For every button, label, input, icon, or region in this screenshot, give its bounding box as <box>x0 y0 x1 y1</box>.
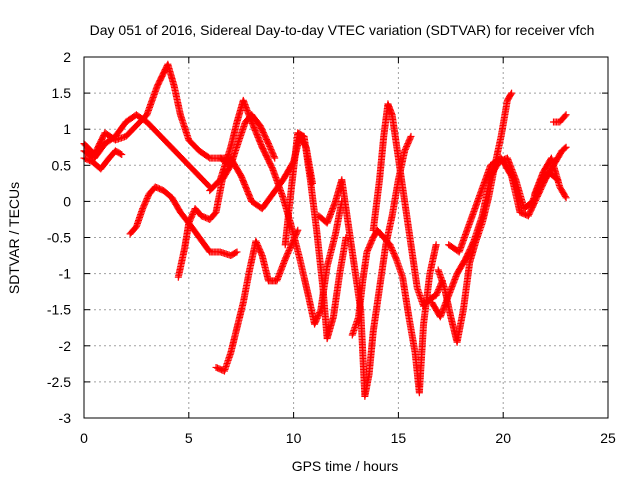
data-points <box>80 60 570 400</box>
x-tick-label: 10 <box>286 430 302 446</box>
series-arc-9 <box>281 129 350 343</box>
x-tick-label: 20 <box>495 430 511 446</box>
series-arc-10 <box>315 132 415 400</box>
y-tick-labels: 2 1.5 1 0.5 0 -0.5 -1 -1.5 -2 -2.5 -3 <box>47 49 71 426</box>
series-arc-3 <box>80 147 126 173</box>
y-tick-label: -1.5 <box>47 302 71 318</box>
chart-title: Day 051 of 2016, Sidereal Day-to-day VTE… <box>90 22 595 38</box>
y-tick-label: 2 <box>63 49 71 65</box>
y-tick-label: 0 <box>63 193 71 209</box>
x-tick-label: 25 <box>600 430 616 446</box>
y-tick-label: -2 <box>59 338 72 354</box>
x-tick-label: 5 <box>185 430 193 446</box>
series-arc-1 <box>80 60 235 169</box>
y-tick-label: -3 <box>59 410 72 426</box>
y-tick-label: -2.5 <box>47 374 71 390</box>
data-point <box>233 248 241 256</box>
x-tick-label: 15 <box>391 430 407 446</box>
data-point <box>562 111 570 119</box>
data-point <box>271 154 279 162</box>
data-point <box>406 134 414 142</box>
data-point <box>562 194 570 202</box>
y-axis-label: SDTVAR / TECUs <box>6 182 22 294</box>
series-arc-15 <box>445 143 570 256</box>
series-arc-17 <box>550 111 570 126</box>
data-point <box>432 241 440 249</box>
series-arc-12 <box>369 100 446 310</box>
data-point <box>561 144 569 152</box>
axis-ticks <box>83 56 609 419</box>
y-tick-label: 0.5 <box>52 157 72 173</box>
x-axis-label: GPS time / hours <box>292 458 399 474</box>
data-point <box>507 90 515 98</box>
data-point <box>232 249 240 257</box>
data-point <box>116 150 124 158</box>
series-arc-11 <box>348 226 440 397</box>
series-arc-4 <box>126 183 241 260</box>
data-point <box>392 254 400 262</box>
series-arc-16 <box>531 154 570 202</box>
data-point <box>561 112 569 120</box>
x-tick-label: 0 <box>80 430 88 446</box>
y-tick-label: -0.5 <box>47 230 71 246</box>
series-arc-2 <box>80 111 214 191</box>
y-tick-label: -1 <box>59 266 72 282</box>
series-arc-5 <box>174 111 279 281</box>
data-point <box>407 132 415 140</box>
data-point <box>270 153 278 161</box>
series-arc-6 <box>212 226 302 375</box>
y-tick-label: 1.5 <box>52 85 72 101</box>
data-point <box>561 192 569 200</box>
data-point <box>118 150 126 158</box>
y-tick-label: 1 <box>63 121 71 137</box>
x-tick-labels: 0 5 10 15 20 25 <box>80 430 616 446</box>
data-point <box>508 89 516 97</box>
data-point <box>562 143 570 151</box>
